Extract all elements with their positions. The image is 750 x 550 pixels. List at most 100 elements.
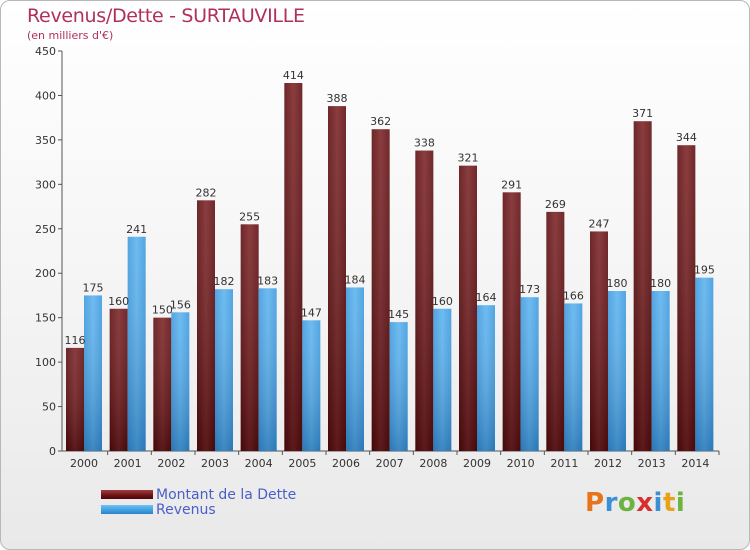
proxiti-logo: Proxiti (585, 488, 685, 518)
bar-revenus-shade (84, 295, 102, 451)
data-label-revenus: 160 (432, 295, 453, 308)
data-label-revenus: 183 (257, 274, 278, 287)
bar-revenus-shade (171, 312, 190, 451)
data-label-dette: 247 (589, 217, 610, 230)
data-label-dette: 344 (676, 131, 697, 144)
bar-revenus-shade (258, 288, 277, 451)
bar-dette-shade (415, 150, 434, 452)
x-tick-label: 2010 (507, 457, 535, 470)
bar-revenus-shade (127, 236, 146, 451)
data-label-dette: 291 (501, 178, 522, 191)
bar-dette-shade (459, 165, 477, 451)
bar-revenus-shade (608, 291, 626, 451)
chart-subtitle: (en milliers d'€) (27, 29, 114, 42)
logo-letter: t (662, 488, 676, 518)
y-tick-label: 150 (35, 312, 56, 325)
bar-dette-shade (153, 317, 172, 451)
x-tick-label: 2003 (201, 457, 229, 470)
y-tick-label: 100 (35, 356, 56, 369)
data-label-dette: 338 (414, 137, 435, 150)
logo-letter: P (585, 488, 605, 518)
data-label-dette: 116 (65, 334, 86, 347)
y-tick-label: 400 (35, 89, 56, 102)
data-label-revenus: 164 (476, 291, 497, 304)
data-label-revenus: 184 (345, 273, 366, 286)
logo-letter: i (675, 488, 686, 518)
x-tick-label: 2014 (681, 457, 709, 470)
bar-dette-shade (284, 83, 303, 451)
x-tick-label: 2012 (594, 457, 622, 470)
x-tick-label: 2006 (332, 457, 360, 470)
data-label-dette: 371 (632, 107, 653, 120)
data-label-dette: 321 (458, 152, 479, 165)
y-tick-label: 0 (49, 445, 56, 458)
y-tick-label: 450 (35, 45, 56, 58)
bar-revenus-shade (346, 287, 364, 451)
data-label-revenus: 173 (519, 283, 540, 296)
y-tick-label: 350 (35, 134, 56, 147)
bar-dette-shade (109, 308, 128, 451)
logo-letter: x (636, 488, 654, 518)
bar-revenus-shade (520, 297, 539, 451)
data-label-revenus: 166 (563, 289, 584, 302)
x-tick-label: 2002 (157, 457, 185, 470)
data-label-dette: 282 (196, 186, 217, 199)
y-tick-label: 50 (42, 401, 56, 414)
y-tick-label: 250 (35, 223, 56, 236)
x-tick-label: 2011 (550, 457, 578, 470)
legend-swatch-dette (101, 490, 153, 499)
logo-letter: r (604, 488, 618, 518)
bar-dette-shade (590, 231, 608, 451)
bar-dette-shade (197, 200, 215, 451)
data-label-revenus: 145 (388, 308, 409, 321)
bar-dette-shade (677, 145, 696, 451)
bar-dette-shade (633, 121, 652, 451)
legend-swatch-revenus (101, 505, 153, 514)
bar-revenus-shade (477, 305, 495, 451)
bar-dette-shade (328, 106, 346, 451)
x-tick-label: 2008 (419, 457, 447, 470)
data-label-dette: 414 (283, 69, 304, 82)
bar-revenus-shade (433, 308, 452, 451)
bars (66, 83, 714, 452)
x-tick-label: 2007 (376, 457, 404, 470)
bar-revenus-shade (389, 322, 408, 451)
x-tick-label: 2001 (114, 457, 142, 470)
data-label-revenus: 180 (607, 277, 628, 290)
x-tick-label: 2013 (638, 457, 666, 470)
legend-label-dette: Montant de la Dette (156, 487, 297, 503)
x-tick-label: 2005 (288, 457, 316, 470)
x-tick-label: 2009 (463, 457, 491, 470)
y-tick-label: 200 (35, 267, 56, 280)
y-tick-label: 300 (35, 178, 56, 191)
data-label-revenus: 241 (126, 223, 147, 236)
bar-dette-shade (66, 347, 84, 451)
data-label-revenus: 156 (170, 298, 191, 311)
data-label-revenus: 175 (83, 281, 104, 294)
data-label-revenus: 147 (301, 306, 322, 319)
data-label-dette: 388 (327, 92, 348, 105)
logo-letter: o (617, 488, 637, 518)
data-label-dette: 255 (239, 210, 260, 223)
x-tick-label: 2000 (70, 457, 98, 470)
bar-revenus-shade (302, 320, 321, 451)
bar-revenus-shade (215, 289, 233, 451)
bar-revenus-shade (564, 303, 583, 451)
bar-dette-shade (240, 224, 259, 451)
bar-dette-shade (371, 129, 390, 451)
data-label-dette: 269 (545, 198, 566, 211)
legend-label-revenus: Revenus (156, 502, 216, 518)
data-label-revenus: 182 (214, 275, 235, 288)
chart-title: Revenus/Dette - SURTAUVILLE (27, 5, 305, 27)
data-label-revenus: 180 (650, 277, 671, 290)
bar-revenus-shade (651, 291, 670, 451)
x-tick-label: 2004 (245, 457, 273, 470)
data-label-dette: 160 (108, 295, 129, 308)
bar-dette-shade (546, 211, 565, 451)
data-label-dette: 150 (152, 304, 173, 317)
bar-dette-shade (502, 192, 521, 452)
bar-revenus-shade (695, 277, 714, 451)
